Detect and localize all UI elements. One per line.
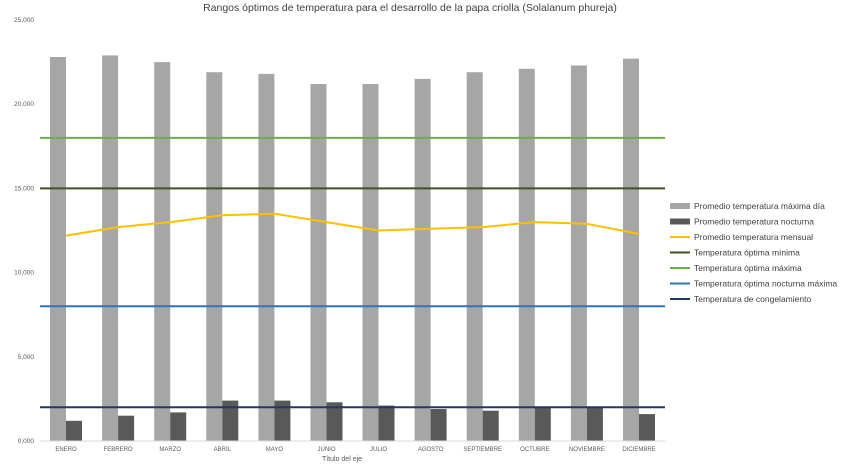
bar-max-febrero [102, 55, 119, 442]
x-tick-label: SEPTIEMBRE [463, 447, 502, 453]
legend-label: Promedio temperatura mensual [694, 232, 813, 242]
x-tick-label: OCTUBRE [520, 447, 549, 453]
bar-night-agosto [430, 409, 447, 441]
x-tick-label: JULIO [370, 447, 387, 453]
legend-label: Temperatura óptima máxima [694, 263, 802, 273]
bar-max-junio [310, 84, 327, 441]
bar-max-septiembre [466, 72, 483, 441]
legend-label: Promedio temperatura máxima día [694, 201, 825, 211]
bar-night-diciembre [639, 414, 655, 441]
bar-max-diciembre [623, 58, 639, 441]
x-tick-label: MARZO [159, 447, 181, 453]
bar-max-octubre [518, 68, 535, 442]
x-tick-label: ENERO [55, 447, 77, 453]
y-tick-label: 25,000 [14, 17, 34, 24]
legend-swatch [670, 203, 690, 209]
y-tick-label: 10,000 [14, 270, 34, 277]
bar-night-noviembre [586, 407, 603, 441]
bar-night-mayo [274, 400, 291, 441]
x-tick-label: NOVIEMBRE [569, 447, 605, 453]
y-tick-label: 0,000 [18, 438, 35, 445]
bar-night-abril [222, 400, 239, 441]
x-axis-title: Título del eje [322, 456, 362, 463]
bar-max-abril [206, 72, 223, 441]
y-axis-ticks: 0,000 5,000 10,000 15,000 20,000 25,000 [14, 17, 34, 445]
bar-night-febrero [118, 415, 135, 441]
bar-night-enero [66, 420, 82, 441]
bar-night-octubre [534, 407, 551, 441]
bar-max-enero [50, 57, 66, 441]
series-line-0 [65, 212, 640, 237]
bar-max-noviembre [570, 65, 587, 441]
legend-swatch [670, 218, 690, 225]
y-tick-label: 20,000 [14, 101, 34, 108]
legend-label: Promedio temperatura nocturna [694, 217, 814, 227]
bar-night-marzo [170, 412, 187, 441]
x-tick-label: MAYO [266, 447, 284, 453]
legend-label: Temperatura óptima nocturna máxima [694, 279, 837, 289]
bar-max-marzo [154, 62, 171, 441]
x-tick-label: AGOSTO [418, 447, 444, 453]
x-tick-label: JUNIO [318, 447, 336, 453]
lines-group [40, 136, 665, 409]
x-tick-label: FEBRERO [104, 447, 133, 453]
y-tick-label: 15,000 [14, 185, 34, 192]
chart-title: Rangos óptimos de temperatura para el de… [203, 2, 617, 14]
bar-night-septiembre [482, 410, 499, 441]
legend: Promedio temperatura máxima día Promedio … [670, 201, 837, 304]
x-axis-ticks: ENERO FEBRERO MARZO ABRIL MAYO JUNIO JULIO AGOS… [55, 447, 655, 453]
y-tick-label: 5,000 [18, 354, 35, 361]
bar-night-julio [378, 405, 395, 441]
bar-night-junio [326, 402, 343, 441]
bar-max-mayo [258, 73, 275, 442]
legend-label: Temperatura óptima mínima [694, 248, 800, 258]
x-tick-label: ABRIL [214, 447, 232, 453]
legend-label: Temperatura de congelamiento [694, 294, 811, 304]
bars-group [50, 55, 655, 442]
bar-max-agosto [414, 78, 431, 442]
bar-max-julio [362, 84, 379, 441]
x-tick-label: DICIEMBRE [622, 447, 655, 453]
